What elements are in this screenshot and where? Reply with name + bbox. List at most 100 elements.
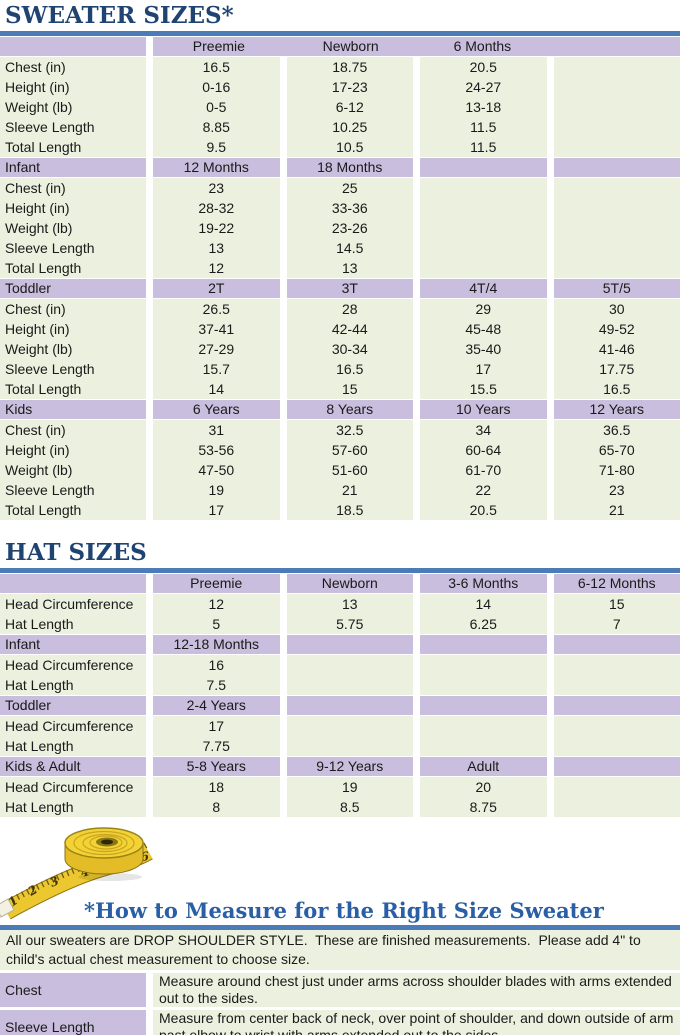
row-label-cell: Hat Length bbox=[0, 736, 146, 756]
column-gap bbox=[546, 359, 554, 379]
value-cell bbox=[553, 57, 680, 77]
section-header-row: Toddler 2T 3T 4T/4 5T/5 bbox=[0, 279, 680, 298]
column-gap bbox=[546, 57, 554, 77]
tape-measure-icon: 1 2 3 4 5 6 bbox=[0, 827, 153, 920]
column-gap bbox=[279, 574, 287, 593]
sweater-sizes-title: SWEATER SIZES* bbox=[5, 2, 234, 29]
value-cell bbox=[553, 238, 680, 258]
column-gap bbox=[146, 400, 153, 419]
value-cell: 16.5 bbox=[153, 57, 280, 77]
column-gap bbox=[146, 696, 153, 715]
row-label-cell: Sleeve Length bbox=[0, 238, 146, 258]
value-cell: 6.25 bbox=[420, 614, 547, 634]
value-cell bbox=[553, 77, 680, 97]
column-gap bbox=[546, 238, 554, 258]
value-cell: 60-64 bbox=[420, 440, 547, 460]
section-header-row: Toddler 2-4 Years bbox=[0, 696, 680, 715]
table-row: Total Length 14 15 15.5 16.5 bbox=[0, 379, 680, 399]
table-row: Hat Length 7.75 bbox=[0, 736, 680, 756]
tape-number: 6 bbox=[140, 849, 150, 864]
value-cell bbox=[553, 736, 680, 756]
value-cell: 36.5 bbox=[553, 420, 680, 440]
column-gap bbox=[146, 716, 153, 736]
value-cell: 17 bbox=[420, 359, 547, 379]
row-label-cell: Sleeve Length bbox=[0, 480, 146, 500]
section-label-cell: Kids bbox=[0, 400, 146, 419]
value-cell: 17.75 bbox=[553, 359, 680, 379]
column-gap bbox=[413, 757, 420, 776]
row-label-cell: Height (in) bbox=[0, 319, 146, 339]
value-cell: 29 bbox=[420, 299, 547, 319]
column-gap bbox=[413, 319, 420, 339]
column-gap bbox=[146, 218, 153, 238]
column-gap bbox=[413, 379, 420, 399]
column-header-cell bbox=[553, 635, 680, 654]
value-cell bbox=[553, 218, 680, 238]
column-gap bbox=[279, 736, 287, 756]
row-label-cell: Total Length bbox=[0, 258, 146, 278]
row-label-cell: Chest (in) bbox=[0, 57, 146, 77]
value-cell bbox=[553, 117, 680, 137]
value-cell: 8 bbox=[153, 797, 280, 817]
column-gap bbox=[146, 480, 153, 500]
row-label-cell: Weight (lb) bbox=[0, 339, 146, 359]
column-gap bbox=[546, 777, 554, 797]
column-gap bbox=[413, 797, 420, 817]
column-gap bbox=[279, 500, 287, 520]
column-gap bbox=[146, 57, 153, 77]
column-gap bbox=[546, 574, 554, 593]
column-header-cell bbox=[420, 158, 547, 177]
measure-row-label: Sleeve Length bbox=[0, 1010, 146, 1035]
column-gap bbox=[546, 379, 554, 399]
column-header-cell: Preemie bbox=[192, 38, 245, 54]
value-cell: 42-44 bbox=[286, 319, 413, 339]
section-header-row: Preemie Newborn 6 Months bbox=[0, 37, 680, 56]
column-gap bbox=[546, 696, 554, 715]
column-gap bbox=[546, 77, 554, 97]
table-row: Weight (lb) 27-29 30-34 35-40 41-46 bbox=[0, 339, 680, 359]
divider-rule-sweater bbox=[0, 31, 680, 36]
column-gap bbox=[146, 635, 153, 654]
table-row: Total Length 12 13 bbox=[0, 258, 680, 278]
column-gap bbox=[413, 675, 420, 695]
value-cell: 53-56 bbox=[153, 440, 280, 460]
value-cell: 11.5 bbox=[420, 117, 547, 137]
column-header-cell: 6 Years bbox=[153, 400, 280, 419]
column-gap bbox=[146, 319, 153, 339]
value-cell: 23-26 bbox=[286, 218, 413, 238]
column-gap bbox=[279, 137, 287, 157]
value-cell bbox=[420, 218, 547, 238]
value-cell: 11.5 bbox=[420, 137, 547, 157]
value-cell: 14 bbox=[420, 594, 547, 614]
column-gap bbox=[146, 675, 153, 695]
section-header-row: Kids & Adult 5-8 Years 9-12 Years Adult bbox=[0, 757, 680, 776]
column-gap bbox=[413, 696, 420, 715]
value-cell: 8.75 bbox=[420, 797, 547, 817]
column-gap bbox=[546, 178, 554, 198]
column-gap bbox=[546, 614, 554, 634]
value-cell bbox=[553, 258, 680, 278]
table-row: Hat Length 8 8.5 8.75 bbox=[0, 797, 680, 817]
table-row: Head Circumference 18 19 20 bbox=[0, 777, 680, 797]
value-cell: 13-18 bbox=[420, 97, 547, 117]
value-cell bbox=[420, 655, 547, 675]
column-gap bbox=[146, 339, 153, 359]
column-gap bbox=[546, 420, 554, 440]
section-label-cell: Toddler bbox=[0, 279, 146, 298]
value-cell: 23 bbox=[153, 178, 280, 198]
row-label-cell: Sleeve Length bbox=[0, 359, 146, 379]
column-gap bbox=[413, 299, 420, 319]
row-label-cell: Height (in) bbox=[0, 440, 146, 460]
column-gap bbox=[413, 440, 420, 460]
value-cell: 18.75 bbox=[286, 57, 413, 77]
column-header-cell: 6 Months bbox=[453, 38, 512, 54]
table-row: Height (in) 28-32 33-36 bbox=[0, 198, 680, 218]
measure-row-label: Chest bbox=[0, 973, 146, 1007]
row-label-cell: Hat Length bbox=[0, 614, 146, 634]
column-gap bbox=[279, 696, 287, 715]
value-cell: 12 bbox=[153, 258, 280, 278]
row-label-cell: Hat Length bbox=[0, 675, 146, 695]
column-gap bbox=[413, 178, 420, 198]
column-gap bbox=[546, 757, 554, 776]
row-label-cell: Weight (lb) bbox=[0, 97, 146, 117]
